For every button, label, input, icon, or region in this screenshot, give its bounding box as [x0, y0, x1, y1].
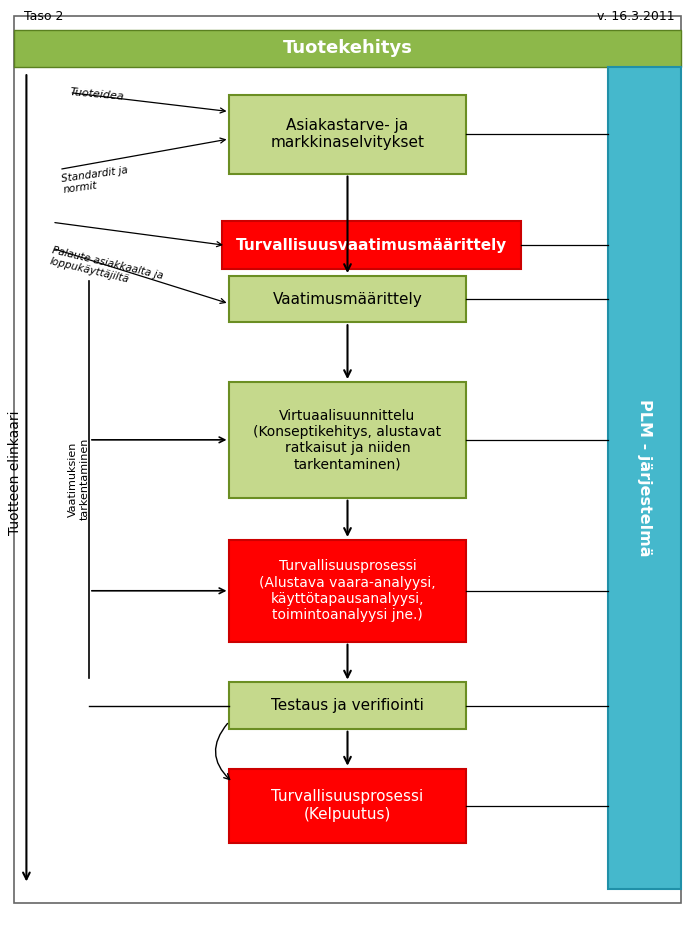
Bar: [14, 30, 681, 67]
Text: Tuotteen elinkaari: Tuotteen elinkaari: [8, 410, 22, 534]
Text: Virtuaalisuunnittelu
(Konseptikehitys, alustavat
ratkaisut ja niiden
tarkentamin: Virtuaalisuunnittelu (Konseptikehitys, a…: [254, 408, 441, 471]
Bar: [229, 682, 466, 729]
Bar: [229, 382, 466, 497]
Text: Asiakastarve- ja
markkinaselvitykset: Asiakastarve- ja markkinaselvitykset: [270, 119, 425, 150]
Text: Vaatimusmäärittely: Vaatimusmäärittely: [272, 292, 423, 307]
Text: Taso 2: Taso 2: [24, 10, 64, 23]
Text: Standardit ja
normit: Standardit ja normit: [61, 165, 131, 195]
Text: Turvallisuusvaatimusmäärittely: Turvallisuusvaatimusmäärittely: [236, 238, 507, 253]
Text: Turvallisuusprosessi
(Alustava vaara-analyysi,
käyttötapausanalyysi,
toimintoana: Turvallisuusprosessi (Alustava vaara-ana…: [259, 559, 436, 622]
FancyBboxPatch shape: [608, 67, 681, 889]
Text: Palaute asiakkaalta ja
loppukäyttäjiltä: Palaute asiakkaalta ja loppukäyttäjiltä: [49, 245, 165, 293]
Text: PLM - järjestelmä: PLM - järjestelmä: [637, 399, 652, 557]
Text: Testaus ja verifiointi: Testaus ja verifiointi: [271, 698, 424, 713]
Bar: [222, 221, 521, 269]
Bar: [229, 276, 466, 322]
Text: v. 16.3.2011: v. 16.3.2011: [596, 10, 674, 23]
Bar: [229, 540, 466, 642]
Bar: [229, 769, 466, 843]
Text: Tuoteidea: Tuoteidea: [70, 87, 125, 102]
Text: Turvallisuusprosessi
(Kelpuutus): Turvallisuusprosessi (Kelpuutus): [271, 790, 424, 821]
Text: Vaatimuksien
tarkentaminen: Vaatimuksien tarkentaminen: [67, 438, 90, 520]
Text: Tuotekehitys: Tuotekehitys: [283, 39, 412, 57]
Bar: [229, 95, 466, 174]
